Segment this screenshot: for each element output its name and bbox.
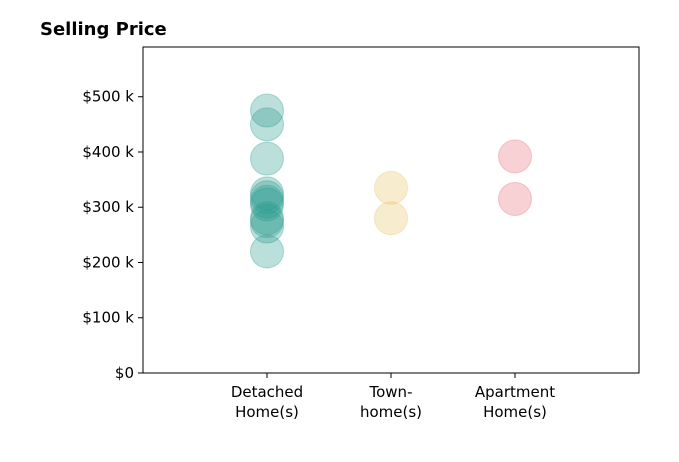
x-tick-label: Home(s)	[235, 403, 299, 421]
x-tick-label: Town-	[369, 383, 413, 401]
data-point	[250, 201, 284, 236]
data-point	[250, 234, 284, 269]
x-tick-label: home(s)	[360, 403, 422, 421]
data-point	[498, 139, 532, 174]
data-point	[374, 170, 408, 205]
x-tick-label: Apartment	[475, 383, 555, 401]
data-point	[250, 180, 284, 215]
data-point	[250, 93, 284, 128]
data-point	[250, 141, 284, 176]
data-point	[374, 201, 408, 236]
x-tick-label: Home(s)	[483, 403, 547, 421]
data-point	[498, 181, 532, 216]
data-points	[250, 93, 532, 269]
y-tick-label: $400 k	[82, 143, 134, 161]
data-point	[250, 184, 284, 219]
data-point	[250, 107, 284, 142]
x-axis: Detached Home(s) Town-home(s) Apartment Home…	[231, 373, 555, 421]
y-tick-label: $500 k	[82, 88, 134, 106]
y-axis: $0 $100 k $200 k $300 k $400 k $500 k	[82, 88, 143, 382]
y-tick-label: $200 k	[82, 253, 134, 271]
data-point	[250, 209, 284, 244]
data-point	[250, 187, 284, 222]
x-tick-label: Detached	[231, 383, 303, 401]
chart-title: Selling Price	[40, 19, 167, 40]
data-point	[250, 204, 284, 239]
y-tick-label: $0	[115, 364, 134, 382]
data-point	[250, 176, 284, 211]
y-tick-label: $300 k	[82, 198, 134, 216]
y-tick-label: $100 k	[82, 309, 134, 327]
